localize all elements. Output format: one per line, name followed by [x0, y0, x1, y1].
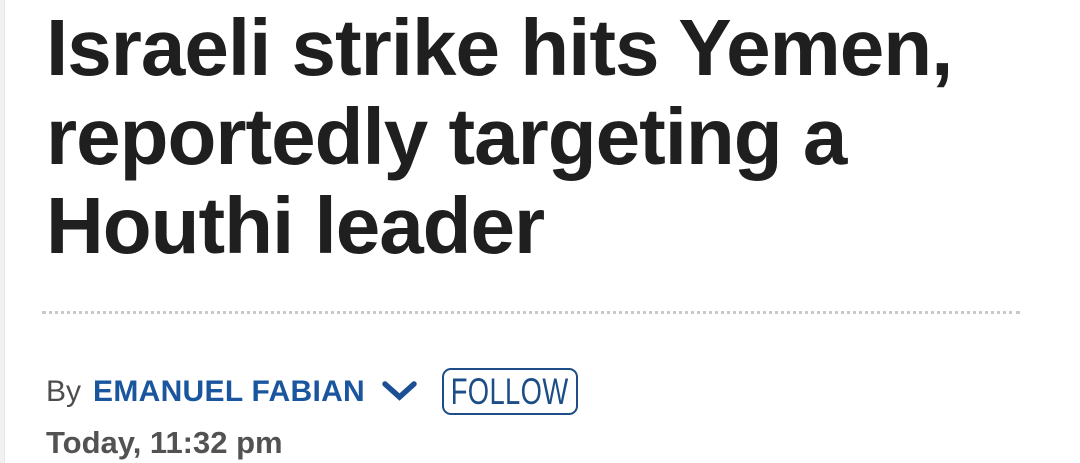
- byline-row: By EMANUEL FABIAN FOLLOW: [46, 368, 1020, 415]
- article-headline: Israeli strike hits Yemen, reportedly ta…: [46, 3, 1020, 270]
- author-link[interactable]: EMANUEL FABIAN: [93, 374, 366, 408]
- page-left-gutter: [0, 0, 5, 463]
- headline-line-2: reportedly targeting a: [46, 92, 847, 181]
- byline-prefix: By: [46, 374, 82, 408]
- headline-line-1: Israeli strike hits Yemen,: [46, 3, 953, 92]
- article-timestamp: Today, 11:32 pm: [46, 425, 283, 460]
- headline-line-3: Houthi leader: [46, 181, 545, 270]
- follow-button-label: FOLLOW: [451, 371, 569, 412]
- chevron-down-icon[interactable]: [381, 380, 418, 403]
- dotted-divider: [42, 311, 1020, 314]
- article-header: Israeli strike hits Yemen, reportedly ta…: [42, 0, 1020, 461]
- follow-button[interactable]: FOLLOW: [442, 368, 579, 415]
